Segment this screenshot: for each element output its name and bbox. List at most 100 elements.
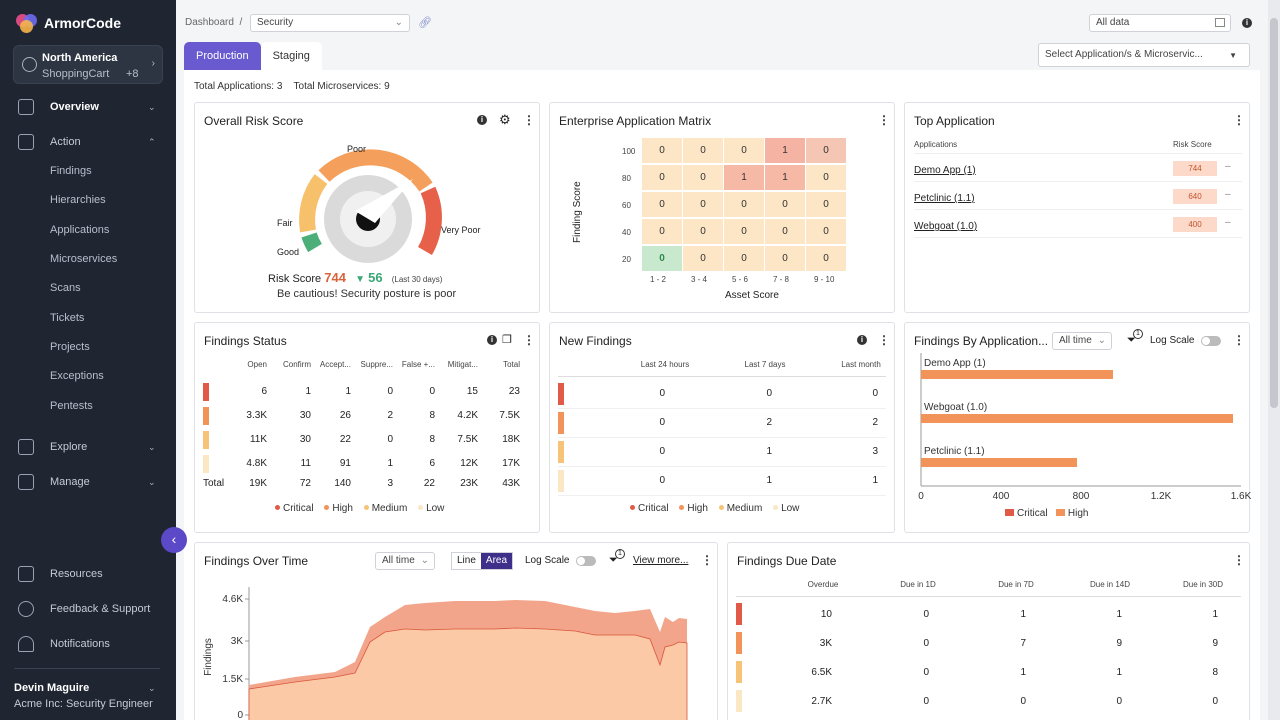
nav-pentests[interactable]: Pentests bbox=[50, 400, 93, 412]
more-icon[interactable]: ⋮ bbox=[523, 333, 535, 347]
app-link[interactable]: Petclinic (1.1) bbox=[914, 193, 975, 204]
matrix-cell[interactable]: 1 bbox=[724, 165, 764, 190]
matrix-cell[interactable]: 0 bbox=[806, 219, 846, 244]
matrix-cell[interactable]: 0 bbox=[683, 219, 723, 244]
nav-notifications[interactable]: Notifications bbox=[0, 632, 176, 656]
collapse-sidebar-button[interactable]: ‹ bbox=[161, 527, 187, 553]
matrix-cell[interactable]: 0 bbox=[724, 219, 764, 244]
matrix-cell[interactable]: 1 bbox=[765, 165, 805, 190]
matrix-cell[interactable]: 0 bbox=[642, 138, 682, 163]
severity-swatch bbox=[203, 455, 209, 473]
matrix-cell[interactable]: 0 bbox=[765, 192, 805, 217]
matrix-cell[interactable]: 0 bbox=[683, 138, 723, 163]
table-cell: 0 bbox=[387, 386, 393, 397]
dashboard-content: Total Applications: 3 Total Microservice… bbox=[184, 70, 1260, 720]
table-cell: 4.2K bbox=[457, 410, 478, 421]
matrix-cell[interactable]: 0 bbox=[765, 246, 805, 271]
matrix-cell[interactable]: 0 bbox=[724, 192, 764, 217]
filter-icon[interactable]: ⏷ bbox=[1127, 334, 1136, 346]
more-icon[interactable]: ⋮ bbox=[1233, 113, 1245, 127]
view-more-link[interactable]: View more... bbox=[633, 555, 689, 566]
nav-tickets[interactable]: Tickets bbox=[50, 312, 85, 324]
matrix-cell[interactable]: 0 bbox=[642, 246, 682, 271]
tab-production[interactable]: Production bbox=[184, 42, 261, 70]
nav-applications[interactable]: Applications bbox=[50, 224, 110, 236]
table-cell: 0 bbox=[872, 388, 878, 399]
nav-explore[interactable]: Explore ⌄ bbox=[0, 435, 176, 459]
more-icon[interactable]: ⋮ bbox=[523, 113, 535, 127]
total-microservices: Total Microservices: 9 bbox=[293, 81, 390, 92]
armorcode-logo-icon bbox=[16, 12, 38, 34]
matrix-cell[interactable]: 0 bbox=[683, 192, 723, 217]
matrix-cell[interactable]: 0 bbox=[642, 219, 682, 244]
matrix-y-tick: 20 bbox=[622, 255, 631, 264]
table-cell: 1 bbox=[387, 458, 393, 469]
more-icon[interactable]: ⋮ bbox=[878, 113, 890, 127]
chevron-down-icon: ⌄ bbox=[148, 476, 156, 487]
more-icon[interactable]: ⋮ bbox=[1233, 553, 1245, 567]
matrix-cell[interactable]: 0 bbox=[806, 165, 846, 190]
nav-exceptions[interactable]: Exceptions bbox=[50, 370, 104, 382]
y-tick-label: 1.5K bbox=[222, 674, 243, 685]
table-cell: 6.5K bbox=[811, 667, 832, 678]
app-link[interactable]: Webgoat (1.0) bbox=[914, 221, 978, 232]
info-icon[interactable]: i bbox=[487, 335, 497, 345]
matrix-cell[interactable]: 0 bbox=[806, 138, 846, 163]
nav-hierarchies[interactable]: Hierarchies bbox=[50, 194, 106, 206]
matrix-cell[interactable]: 0 bbox=[642, 192, 682, 217]
matrix-cell[interactable]: 0 bbox=[765, 219, 805, 244]
table-cell: 26 bbox=[339, 410, 351, 421]
medium-dot bbox=[363, 505, 369, 510]
nav-feedback[interactable]: Feedback & Support bbox=[0, 597, 176, 621]
table-cell: 2 bbox=[766, 417, 772, 428]
breadcrumb[interactable]: Dashboard / bbox=[185, 17, 242, 28]
info-icon[interactable]: i bbox=[477, 115, 487, 125]
nav-projects[interactable]: Projects bbox=[50, 341, 90, 353]
matrix-cell[interactable]: 0 bbox=[806, 246, 846, 271]
nav-scans[interactable]: Scans bbox=[50, 282, 81, 294]
app-link[interactable]: Demo App (1) bbox=[914, 165, 976, 176]
mode-area-button[interactable]: Area bbox=[480, 553, 513, 569]
matrix-cell[interactable]: 0 bbox=[642, 165, 682, 190]
region-selector[interactable]: North America ShoppingCart +8 › bbox=[13, 45, 163, 84]
copy-icon[interactable]: ❐ bbox=[502, 334, 512, 346]
more-icon[interactable]: ⋮ bbox=[1233, 333, 1245, 347]
link-icon[interactable]: 🔗︎ bbox=[418, 17, 432, 29]
more-icon[interactable]: ⋮ bbox=[701, 553, 713, 567]
nav-manage[interactable]: Manage ⌄ bbox=[0, 470, 176, 494]
chevron-down-icon: ⌄ bbox=[148, 101, 156, 112]
info-icon[interactable]: i bbox=[1242, 18, 1252, 28]
x-tick-label: 1.2K bbox=[1151, 491, 1172, 502]
nav-resources[interactable]: Resources bbox=[0, 562, 176, 586]
application-select[interactable]: Select Application/s & Microservic... ▼ bbox=[1038, 43, 1250, 67]
log-scale-toggle[interactable] bbox=[576, 556, 596, 566]
time-select[interactable]: All time ⌄ bbox=[375, 552, 435, 570]
chevron-down-icon[interactable]: ⌄ bbox=[148, 683, 156, 693]
caret-down-icon: ▼ bbox=[1229, 51, 1237, 60]
scrollbar[interactable] bbox=[1270, 18, 1278, 408]
more-icon[interactable]: ⋮ bbox=[878, 333, 890, 347]
matrix-cell[interactable]: 0 bbox=[806, 192, 846, 217]
date-filter-select[interactable]: All data bbox=[1089, 14, 1231, 32]
user-name[interactable]: Devin Maguire bbox=[14, 682, 90, 694]
matrix-cell[interactable]: 0 bbox=[724, 138, 764, 163]
gear-icon[interactable]: ⚙ bbox=[499, 112, 511, 127]
log-scale-toggle[interactable] bbox=[1201, 336, 1221, 346]
dashboard-select[interactable]: Security ⌄ bbox=[250, 14, 410, 32]
filter-icon[interactable]: ⏷ bbox=[609, 554, 618, 566]
info-icon[interactable]: i bbox=[857, 335, 867, 345]
nav-findings[interactable]: Findings bbox=[50, 165, 92, 177]
matrix-cell[interactable]: 0 bbox=[683, 246, 723, 271]
nav-microservices[interactable]: Microservices bbox=[50, 253, 118, 265]
tab-staging[interactable]: Staging bbox=[260, 42, 322, 70]
brand-logo[interactable]: ArmorCode bbox=[16, 12, 121, 34]
matrix-cell[interactable]: 0 bbox=[683, 165, 723, 190]
matrix-cell[interactable]: 0 bbox=[724, 246, 764, 271]
breadcrumb-dashboard[interactable]: Dashboard bbox=[185, 17, 234, 28]
nav-action[interactable]: Action ⌃ bbox=[0, 130, 176, 154]
matrix-cell[interactable]: 1 bbox=[765, 138, 805, 163]
mode-line-button[interactable]: Line bbox=[457, 555, 476, 566]
matrix-y-label: Finding Score bbox=[572, 181, 583, 243]
time-select[interactable]: All time ⌄ bbox=[1052, 332, 1112, 350]
nav-overview[interactable]: Overview ⌄ bbox=[0, 95, 176, 119]
